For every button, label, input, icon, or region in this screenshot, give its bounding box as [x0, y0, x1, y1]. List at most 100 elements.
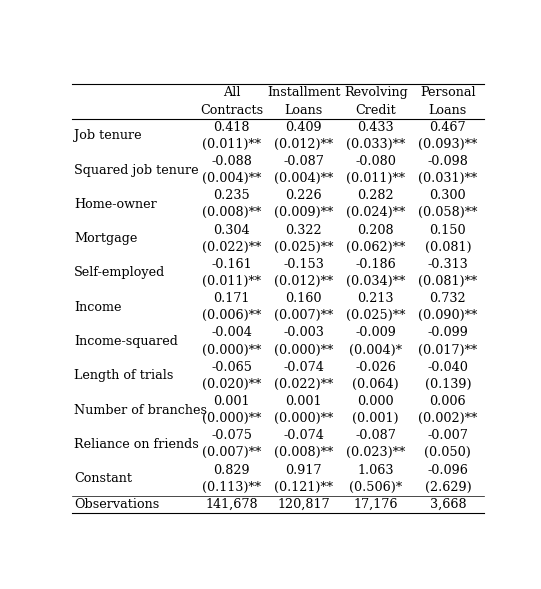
Text: 120,817: 120,817: [278, 498, 330, 511]
Text: Self-employed: Self-employed: [74, 266, 165, 279]
Text: 0.732: 0.732: [430, 292, 466, 305]
Text: Mortgage: Mortgage: [74, 232, 137, 245]
Text: (0.004)*: (0.004)*: [349, 343, 403, 356]
Text: 17,176: 17,176: [353, 498, 398, 511]
Text: -0.186: -0.186: [355, 258, 396, 271]
Text: Contracts: Contracts: [200, 104, 263, 117]
Text: -0.098: -0.098: [427, 155, 469, 168]
Text: (0.023)**: (0.023)**: [346, 446, 405, 459]
Text: (0.009)**: (0.009)**: [274, 206, 333, 219]
Text: (0.121)**: (0.121)**: [274, 481, 333, 494]
Text: Constant: Constant: [74, 472, 132, 485]
Text: (0.031)**: (0.031)**: [418, 172, 478, 185]
Text: -0.088: -0.088: [211, 155, 252, 168]
Text: 0.282: 0.282: [358, 189, 394, 202]
Text: (0.004)**: (0.004)**: [202, 172, 261, 185]
Text: (0.022)**: (0.022)**: [202, 241, 261, 254]
Text: 141,678: 141,678: [205, 498, 258, 511]
Text: 0.917: 0.917: [286, 464, 322, 477]
Text: Revolving: Revolving: [344, 87, 408, 100]
Text: (0.058)**: (0.058)**: [418, 206, 478, 219]
Text: (0.011)**: (0.011)**: [202, 275, 261, 288]
Text: (0.139): (0.139): [425, 378, 471, 391]
Text: 0.213: 0.213: [358, 292, 394, 305]
Text: (0.011)**: (0.011)**: [346, 172, 405, 185]
Text: (0.000)**: (0.000)**: [274, 412, 333, 425]
Text: 0.235: 0.235: [213, 189, 250, 202]
Text: -0.153: -0.153: [283, 258, 324, 271]
Text: Number of branches: Number of branches: [74, 403, 207, 416]
Text: (0.093)**: (0.093)**: [418, 138, 478, 151]
Text: -0.004: -0.004: [211, 326, 252, 339]
Text: 0.006: 0.006: [430, 395, 466, 408]
Text: -0.003: -0.003: [283, 326, 324, 339]
Text: 0.418: 0.418: [213, 121, 250, 134]
Text: 1.063: 1.063: [358, 464, 394, 477]
Text: (0.024)**: (0.024)**: [346, 206, 405, 219]
Text: (0.062)**: (0.062)**: [346, 241, 405, 254]
Text: Home-owner: Home-owner: [74, 198, 157, 211]
Text: Income: Income: [74, 300, 121, 314]
Text: -0.161: -0.161: [211, 258, 252, 271]
Text: 0.433: 0.433: [358, 121, 394, 134]
Text: Personal: Personal: [420, 87, 476, 100]
Text: -0.096: -0.096: [427, 464, 469, 477]
Text: 0.322: 0.322: [285, 223, 322, 237]
Text: Reliance on friends: Reliance on friends: [74, 438, 199, 451]
Text: -0.080: -0.080: [355, 155, 396, 168]
Text: (0.000)**: (0.000)**: [274, 343, 333, 356]
Text: All: All: [223, 87, 240, 100]
Text: (0.011)**: (0.011)**: [202, 138, 261, 151]
Text: -0.026: -0.026: [355, 360, 396, 373]
Text: -0.007: -0.007: [427, 429, 469, 442]
Text: -0.074: -0.074: [283, 429, 324, 442]
Text: 0.300: 0.300: [430, 189, 466, 202]
Text: 3,668: 3,668: [430, 498, 466, 511]
Text: -0.087: -0.087: [283, 155, 324, 168]
Text: 0.001: 0.001: [213, 395, 250, 408]
Text: 0.208: 0.208: [358, 223, 394, 237]
Text: (0.090)**: (0.090)**: [418, 309, 478, 322]
Text: (2.629): (2.629): [425, 481, 471, 494]
Text: Credit: Credit: [355, 104, 396, 117]
Text: (0.034)**: (0.034)**: [346, 275, 405, 288]
Text: Loans: Loans: [429, 104, 467, 117]
Text: -0.313: -0.313: [427, 258, 469, 271]
Text: 0.000: 0.000: [358, 395, 394, 408]
Text: (0.004)**: (0.004)**: [274, 172, 333, 185]
Text: -0.075: -0.075: [211, 429, 252, 442]
Text: -0.074: -0.074: [283, 360, 324, 373]
Text: -0.040: -0.040: [427, 360, 469, 373]
Text: (0.025)**: (0.025)**: [346, 309, 406, 322]
Text: (0.002)**: (0.002)**: [418, 412, 478, 425]
Text: Income-squared: Income-squared: [74, 335, 178, 348]
Text: (0.006)**: (0.006)**: [202, 309, 261, 322]
Text: (0.000)**: (0.000)**: [202, 343, 261, 356]
Text: 0.150: 0.150: [430, 223, 466, 237]
Text: Job tenure: Job tenure: [74, 129, 142, 142]
Text: (0.020)**: (0.020)**: [202, 378, 261, 391]
Text: (0.081)**: (0.081)**: [418, 275, 478, 288]
Text: 0.171: 0.171: [213, 292, 250, 305]
Text: (0.025)**: (0.025)**: [274, 241, 333, 254]
Text: Installment: Installment: [267, 87, 340, 100]
Text: (0.033)**: (0.033)**: [346, 138, 405, 151]
Text: 0.829: 0.829: [213, 464, 250, 477]
Text: Observations: Observations: [74, 498, 159, 511]
Text: (0.113)**: (0.113)**: [202, 481, 261, 494]
Text: -0.087: -0.087: [355, 429, 396, 442]
Text: 0.160: 0.160: [286, 292, 322, 305]
Text: (0.506)*: (0.506)*: [349, 481, 403, 494]
Text: -0.099: -0.099: [427, 326, 469, 339]
Text: (0.064): (0.064): [352, 378, 399, 391]
Text: -0.009: -0.009: [355, 326, 396, 339]
Text: 0.409: 0.409: [285, 121, 322, 134]
Text: (0.008)**: (0.008)**: [202, 206, 261, 219]
Text: -0.065: -0.065: [211, 360, 252, 373]
Text: Length of trials: Length of trials: [74, 369, 173, 382]
Text: (0.012)**: (0.012)**: [274, 138, 333, 151]
Text: (0.008)**: (0.008)**: [274, 446, 333, 459]
Text: (0.017)**: (0.017)**: [418, 343, 478, 356]
Text: (0.007)**: (0.007)**: [274, 309, 333, 322]
Text: 0.304: 0.304: [213, 223, 250, 237]
